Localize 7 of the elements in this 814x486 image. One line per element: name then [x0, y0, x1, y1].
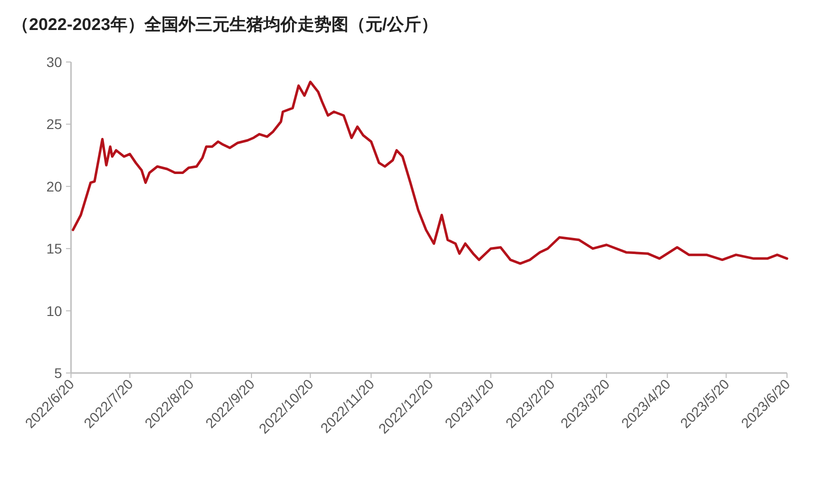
y-tick-label: 30: [46, 54, 62, 70]
title: （2022-2023年）全国外三元生猪均价走势图（元/公斤）: [12, 15, 438, 34]
y-tick-label: 15: [46, 240, 62, 257]
y-tick-label: 10: [46, 302, 62, 319]
y-tick-label: 25: [46, 116, 62, 132]
y-tick-label: 20: [46, 178, 62, 194]
y-tick-label: 5: [54, 365, 62, 381]
